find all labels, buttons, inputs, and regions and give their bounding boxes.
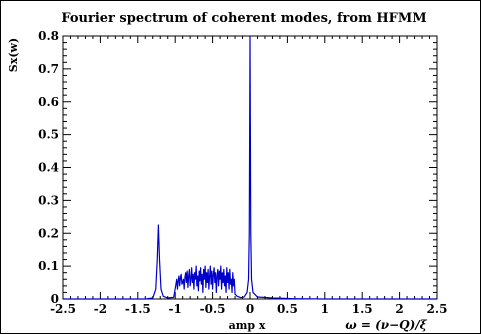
x-tick-label: 2 [395,302,403,316]
x-axis-formula-label: ω = (ν−Q)/ξ [345,318,427,332]
x-tick-label: -1.5 [125,302,151,316]
y-tick-label: 0.1 [38,259,59,273]
y-tick-label: 0.6 [38,95,59,109]
x-tick-label: -2 [94,302,107,316]
spectrum-line [63,35,437,300]
y-tick-label: 0.5 [38,128,59,142]
x-axis-label: amp x [229,319,266,332]
chart-title: Fourier spectrum of coherent modes, from… [61,11,426,26]
x-tick-label: 0 [246,302,254,316]
x-tick-label: -1 [169,302,182,316]
y-axis-label: Sx(w) [7,38,20,72]
y-tick-label: 0.2 [38,226,59,240]
y-tick-label: 0.4 [38,161,59,175]
x-tick-label: 1.5 [352,302,373,316]
y-tick-label: 0 [51,292,59,306]
x-tick-label: 1 [321,302,329,316]
x-tick-label: -2.5 [50,302,76,316]
x-tick-label: 2.5 [427,302,448,316]
y-tick-label: 0.3 [38,193,59,207]
x-tick-label: -0.5 [200,302,226,316]
y-tick-label: 0.7 [38,62,59,76]
axis-ticks: -2.5 -2 -1.5 -1 -0.5 0 0.5 1 1.5 2 2.5 0 0.1 0.2 0.3 0.… [38,29,447,316]
series-group [63,35,437,300]
x-tick-label: 0.5 [277,302,298,316]
y-tick-label: 0.8 [38,29,59,43]
